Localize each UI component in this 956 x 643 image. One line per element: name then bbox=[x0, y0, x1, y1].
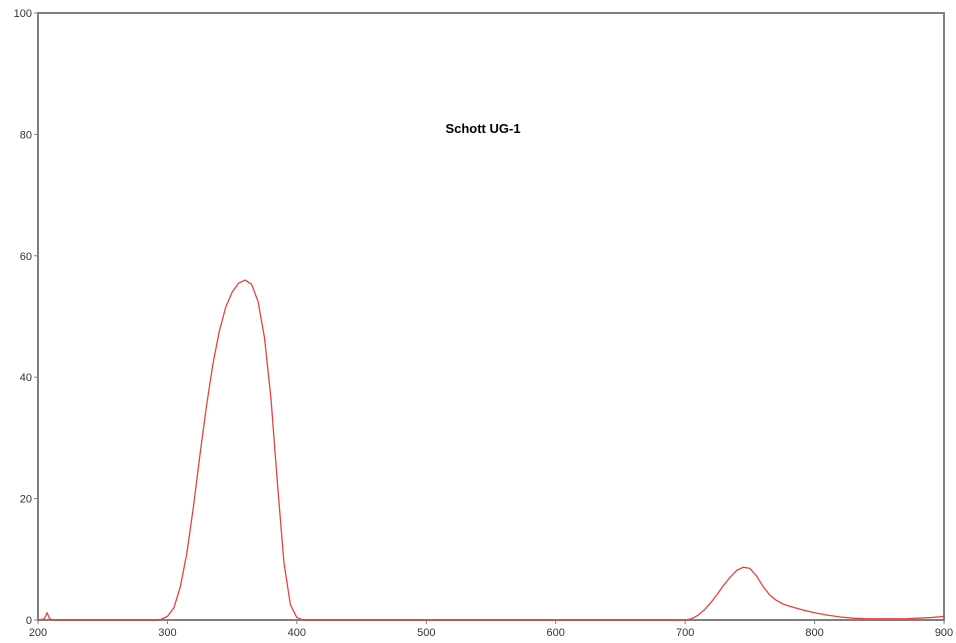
x-tick-label: 500 bbox=[417, 627, 435, 639]
series-line-0 bbox=[37, 279, 945, 621]
x-tick-label: 700 bbox=[676, 627, 694, 639]
y-tick-label: 60 bbox=[20, 251, 32, 263]
y-tick-label: 0 bbox=[26, 615, 32, 627]
x-tick-label: 400 bbox=[288, 627, 306, 639]
x-tick-label: 600 bbox=[547, 627, 565, 639]
x-tick-label: 200 bbox=[29, 627, 47, 639]
plot-frame bbox=[37, 12, 945, 621]
axes: 200 300 400 500 600 700 800 900 0 20 40 60 80 100 bbox=[14, 8, 954, 639]
x-tick-label: 900 bbox=[935, 627, 953, 639]
y-tick-label: 40 bbox=[20, 372, 32, 384]
chart-title: Schott UG-1 bbox=[445, 121, 520, 136]
y-tick-label: 80 bbox=[20, 129, 32, 141]
x-tick-label: 300 bbox=[158, 627, 176, 639]
series-layer bbox=[37, 279, 945, 621]
x-tick-label: 800 bbox=[805, 627, 823, 639]
y-tick-label: 20 bbox=[20, 494, 32, 506]
y-tick-label: 100 bbox=[14, 8, 32, 20]
